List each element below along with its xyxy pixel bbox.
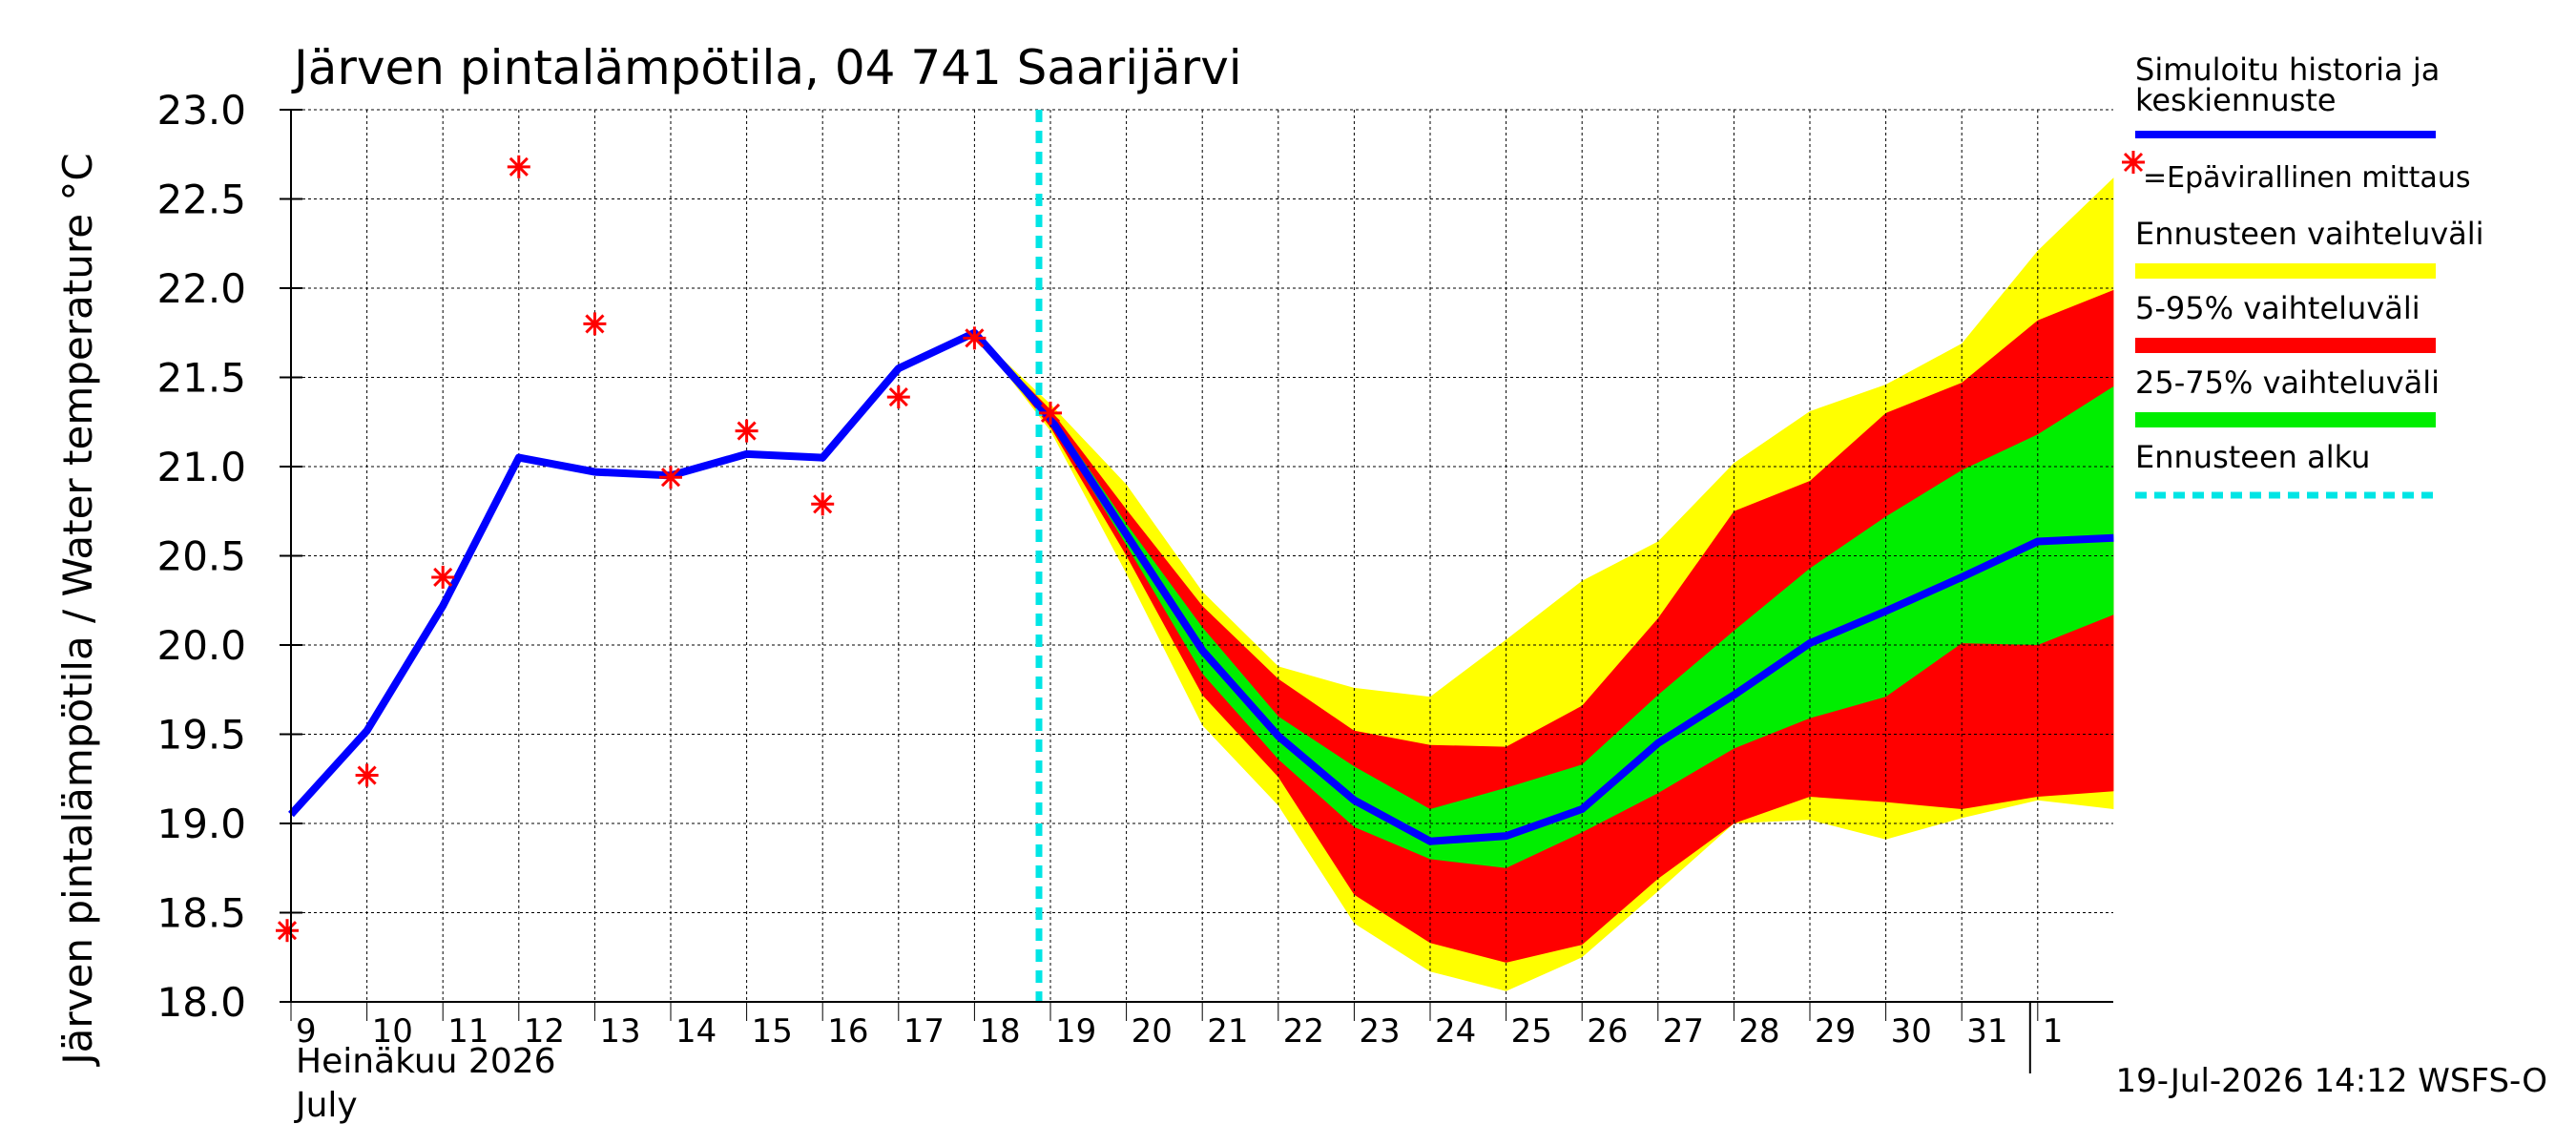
x-tick-label: 20 <box>1132 1012 1173 1051</box>
legend-swatch-band <box>2135 338 2436 353</box>
y-tick-label: 18.5 <box>156 890 246 937</box>
y-tick-label: 22.0 <box>156 265 246 312</box>
x-tick-label: 30 <box>1891 1012 1932 1051</box>
y-tick-label: 21.5 <box>156 355 246 402</box>
x-tick-label: 27 <box>1663 1012 1704 1051</box>
legend-label: 25-75% vaihteluväli <box>2135 364 2440 401</box>
y-tick-label: 21.0 <box>156 444 246 490</box>
y-tick-label: 18.0 <box>156 979 246 1026</box>
y-tick-label: 19.0 <box>156 801 246 847</box>
measurement-marker <box>431 565 455 589</box>
month-label-en: July <box>294 1086 358 1125</box>
measurement-marker <box>659 466 682 489</box>
x-tick-label: 31 <box>1966 1012 2007 1051</box>
x-tick-label: 21 <box>1207 1012 1248 1051</box>
measurement-marker <box>355 763 379 787</box>
x-tick-label: 19 <box>1055 1012 1096 1051</box>
x-tick-label: 26 <box>1587 1012 1628 1051</box>
axis-labels: 18.0 18.5 19.0 19.5 20.0 20.5 21.0 21.5 22.0 22.5… <box>156 87 2063 1051</box>
axes <box>280 109 2113 1073</box>
measurement-marker <box>507 155 530 178</box>
measurement-marker <box>276 919 299 943</box>
measurement-marker <box>583 312 607 336</box>
legend-label: 5-95% vaihteluväli <box>2135 290 2420 326</box>
legend-label: =Epävirallinen mittaus <box>2143 161 2470 195</box>
month-label-fi: Heinäkuu 2026 <box>296 1042 556 1081</box>
x-tick-label: 11 <box>447 1012 488 1051</box>
legend-swatch-band <box>2135 412 2436 427</box>
x-tick-label: 29 <box>1815 1012 1856 1051</box>
measurement-marker <box>735 419 758 443</box>
band-2 <box>974 289 2114 963</box>
measurement-marker <box>886 385 910 409</box>
x-tick-label: 9 <box>296 1012 317 1051</box>
y-tick-label: 19.5 <box>156 712 246 759</box>
y-axis-title: Järven pintalämpötila / Water temperatur… <box>54 153 101 1067</box>
grid-lines <box>291 109 2113 1002</box>
series-lines <box>288 328 2114 845</box>
x-tick-label: 1 <box>2043 1012 2064 1051</box>
footer-timestamp: 19-Jul-2026 14:12 WSFS-O <box>2115 1062 2547 1100</box>
measurement-marker <box>963 326 987 350</box>
series-line-mean <box>288 328 2114 845</box>
y-tick-label: 23.0 <box>156 87 246 134</box>
legend-swatch-marker <box>2122 151 2145 174</box>
legend-label: Simuloitu historia ja <box>2135 52 2440 88</box>
legend-swatch-band <box>2135 263 2436 279</box>
x-tick-label: 12 <box>524 1012 565 1051</box>
x-tick-label: 13 <box>599 1012 640 1051</box>
x-tick-label: 17 <box>904 1012 945 1051</box>
y-tick-label: 20.0 <box>156 622 246 669</box>
measurement-marker <box>1039 401 1062 425</box>
legend-label: keskiennuste <box>2135 82 2337 118</box>
measurement-marker <box>811 492 835 516</box>
legend-label: Ennusteen vaihteluväli <box>2135 216 2484 252</box>
x-tick-label: 23 <box>1359 1012 1400 1051</box>
y-tick-label: 22.5 <box>156 177 246 223</box>
chart-title: Järven pintalämpötila, 04 741 Saarijärvi <box>291 40 1242 95</box>
legend-label: Ennusteen alku <box>2135 439 2370 475</box>
x-tick-label: 22 <box>1283 1012 1324 1051</box>
x-tick-label: 16 <box>827 1012 868 1051</box>
measurement-markers <box>276 155 1062 943</box>
x-tick-label: 24 <box>1435 1012 1476 1051</box>
x-tick-label: 28 <box>1738 1012 1779 1051</box>
x-tick-label: 18 <box>979 1012 1020 1051</box>
x-tick-label: 25 <box>1511 1012 1552 1051</box>
x-tick-label: 15 <box>752 1012 793 1051</box>
x-tick-label: 14 <box>675 1012 717 1051</box>
y-tick-label: 20.5 <box>156 533 246 580</box>
x-tick-label: 10 <box>372 1012 413 1051</box>
